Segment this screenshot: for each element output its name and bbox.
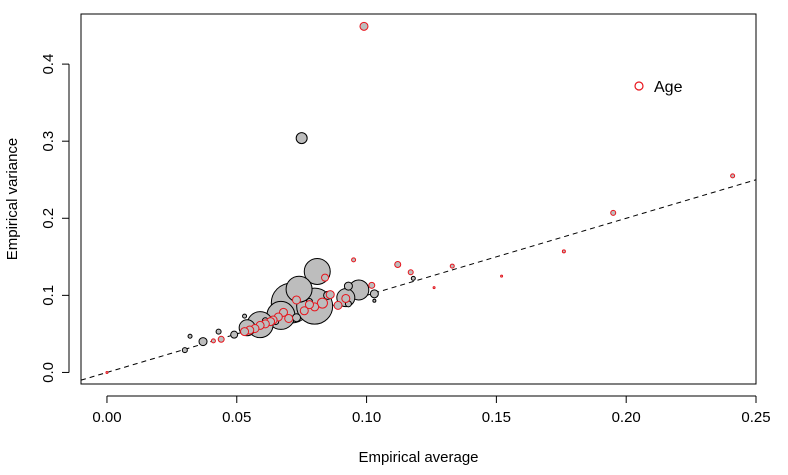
data-point-black-11 xyxy=(369,289,379,299)
data-point-red-9 xyxy=(284,313,294,323)
legend: Age xyxy=(634,79,683,96)
data-point-red-0 xyxy=(316,297,328,309)
x-axis-title: Empirical average xyxy=(358,449,478,466)
data-point-red-18 xyxy=(240,327,250,337)
data-point-red-2 xyxy=(341,293,351,303)
y-axis: 0.0 0.1 0.2 0.3 0.4 xyxy=(40,54,70,383)
data-point-black-21 xyxy=(181,347,188,354)
data-point-black-14 xyxy=(198,337,208,347)
data-point-black-13 xyxy=(291,313,301,323)
data-point-black-23 xyxy=(187,333,193,339)
data-point-red-7 xyxy=(299,306,309,316)
data-point-red-32 xyxy=(105,370,109,374)
data-point-black-25 xyxy=(372,298,377,303)
y-axis-title: Empirical variance xyxy=(4,138,21,261)
data-point-red-21 xyxy=(368,281,376,289)
data-point-red-25 xyxy=(730,173,736,179)
plot-area xyxy=(80,179,757,381)
legend-marker-age xyxy=(634,81,644,91)
data-point-red-6 xyxy=(304,300,314,310)
y-tick-label-3: 0.3 xyxy=(40,131,57,152)
y-tick-label-4: 0.4 xyxy=(40,54,57,75)
x-tick-label-5: 0.25 xyxy=(741,409,770,426)
legend-label-age: Age xyxy=(654,79,683,96)
y-tick-label-2: 0.2 xyxy=(40,208,57,229)
x-tick-label-4: 0.20 xyxy=(612,409,641,426)
data-point-red-19 xyxy=(321,273,330,282)
data-point-black-24 xyxy=(242,313,248,319)
data-point-red-26 xyxy=(449,263,455,269)
data-point-black-15 xyxy=(230,330,239,339)
reference-line xyxy=(80,179,757,381)
data-point-red-29 xyxy=(561,249,566,254)
data-point-red-1 xyxy=(359,21,369,31)
data-point-black-10 xyxy=(343,281,353,291)
x-tick-label-1: 0.05 xyxy=(222,409,251,426)
plot-frame xyxy=(80,13,757,385)
data-point-red-22 xyxy=(217,335,225,343)
data-point-red-30 xyxy=(500,274,504,278)
y-tick-label-0: 0.0 xyxy=(40,362,57,383)
x-tick-label-0: 0.00 xyxy=(92,409,121,426)
data-point-red-23 xyxy=(610,209,617,216)
data-point-black-22 xyxy=(410,275,416,281)
x-tick-label-2: 0.10 xyxy=(352,409,381,426)
x-tick-label-3: 0.15 xyxy=(482,409,511,426)
data-point-red-4 xyxy=(325,290,335,300)
data-point-red-27 xyxy=(351,257,357,263)
data-point-black-9 xyxy=(295,132,308,145)
data-point-red-31 xyxy=(432,286,436,290)
data-point-red-3 xyxy=(333,300,343,310)
x-axis: 0.00 0.05 0.10 0.15 0.20 0.25 xyxy=(92,395,771,426)
data-point-black-20 xyxy=(215,328,222,335)
data-points xyxy=(105,21,736,374)
y-tick-label-1: 0.1 xyxy=(40,285,57,306)
data-point-red-20 xyxy=(394,261,402,269)
data-point-red-8 xyxy=(291,295,301,305)
data-point-red-28 xyxy=(210,338,216,344)
data-point-red-24 xyxy=(407,269,414,276)
